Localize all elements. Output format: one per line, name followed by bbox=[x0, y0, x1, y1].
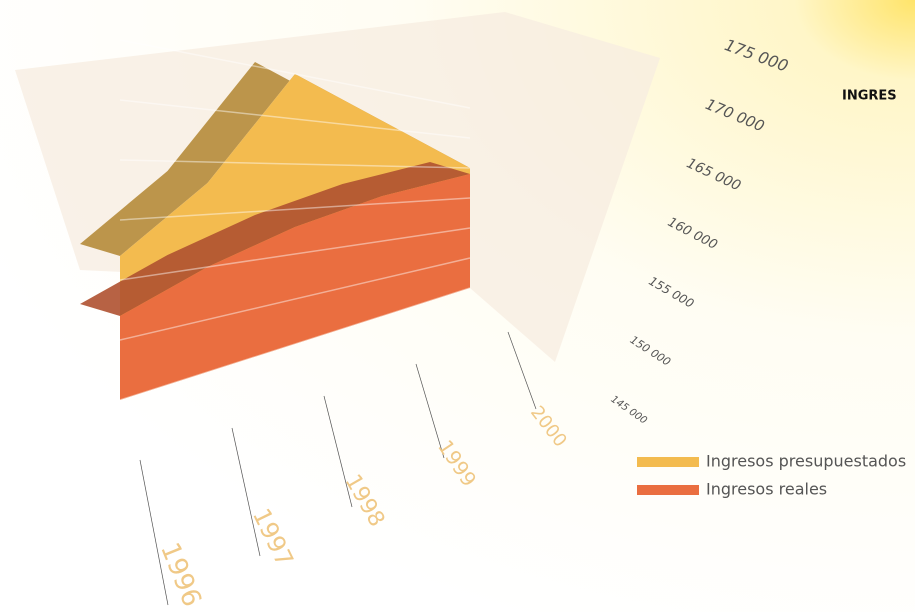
chart-title: INGRES bbox=[842, 89, 897, 104]
x-tick bbox=[231, 427, 261, 557]
legend-swatch bbox=[637, 485, 699, 495]
legend-label: Ingresos reales bbox=[706, 480, 827, 499]
grid-line bbox=[119, 287, 471, 401]
grid-line bbox=[119, 99, 471, 139]
grid-line bbox=[119, 159, 471, 169]
grid-line bbox=[119, 197, 471, 221]
x-tick bbox=[415, 363, 445, 459]
grid-line bbox=[119, 227, 471, 281]
grid-line bbox=[119, 39, 471, 109]
area-top bbox=[80, 62, 470, 256]
x-tick bbox=[323, 395, 353, 508]
grid-line bbox=[119, 257, 471, 341]
legend-swatch bbox=[637, 457, 699, 467]
legend-label: Ingresos presupuestados bbox=[706, 452, 906, 471]
area-face bbox=[120, 174, 470, 400]
x-tick bbox=[139, 459, 169, 606]
area-top bbox=[80, 162, 470, 316]
x-tick bbox=[507, 331, 537, 410]
